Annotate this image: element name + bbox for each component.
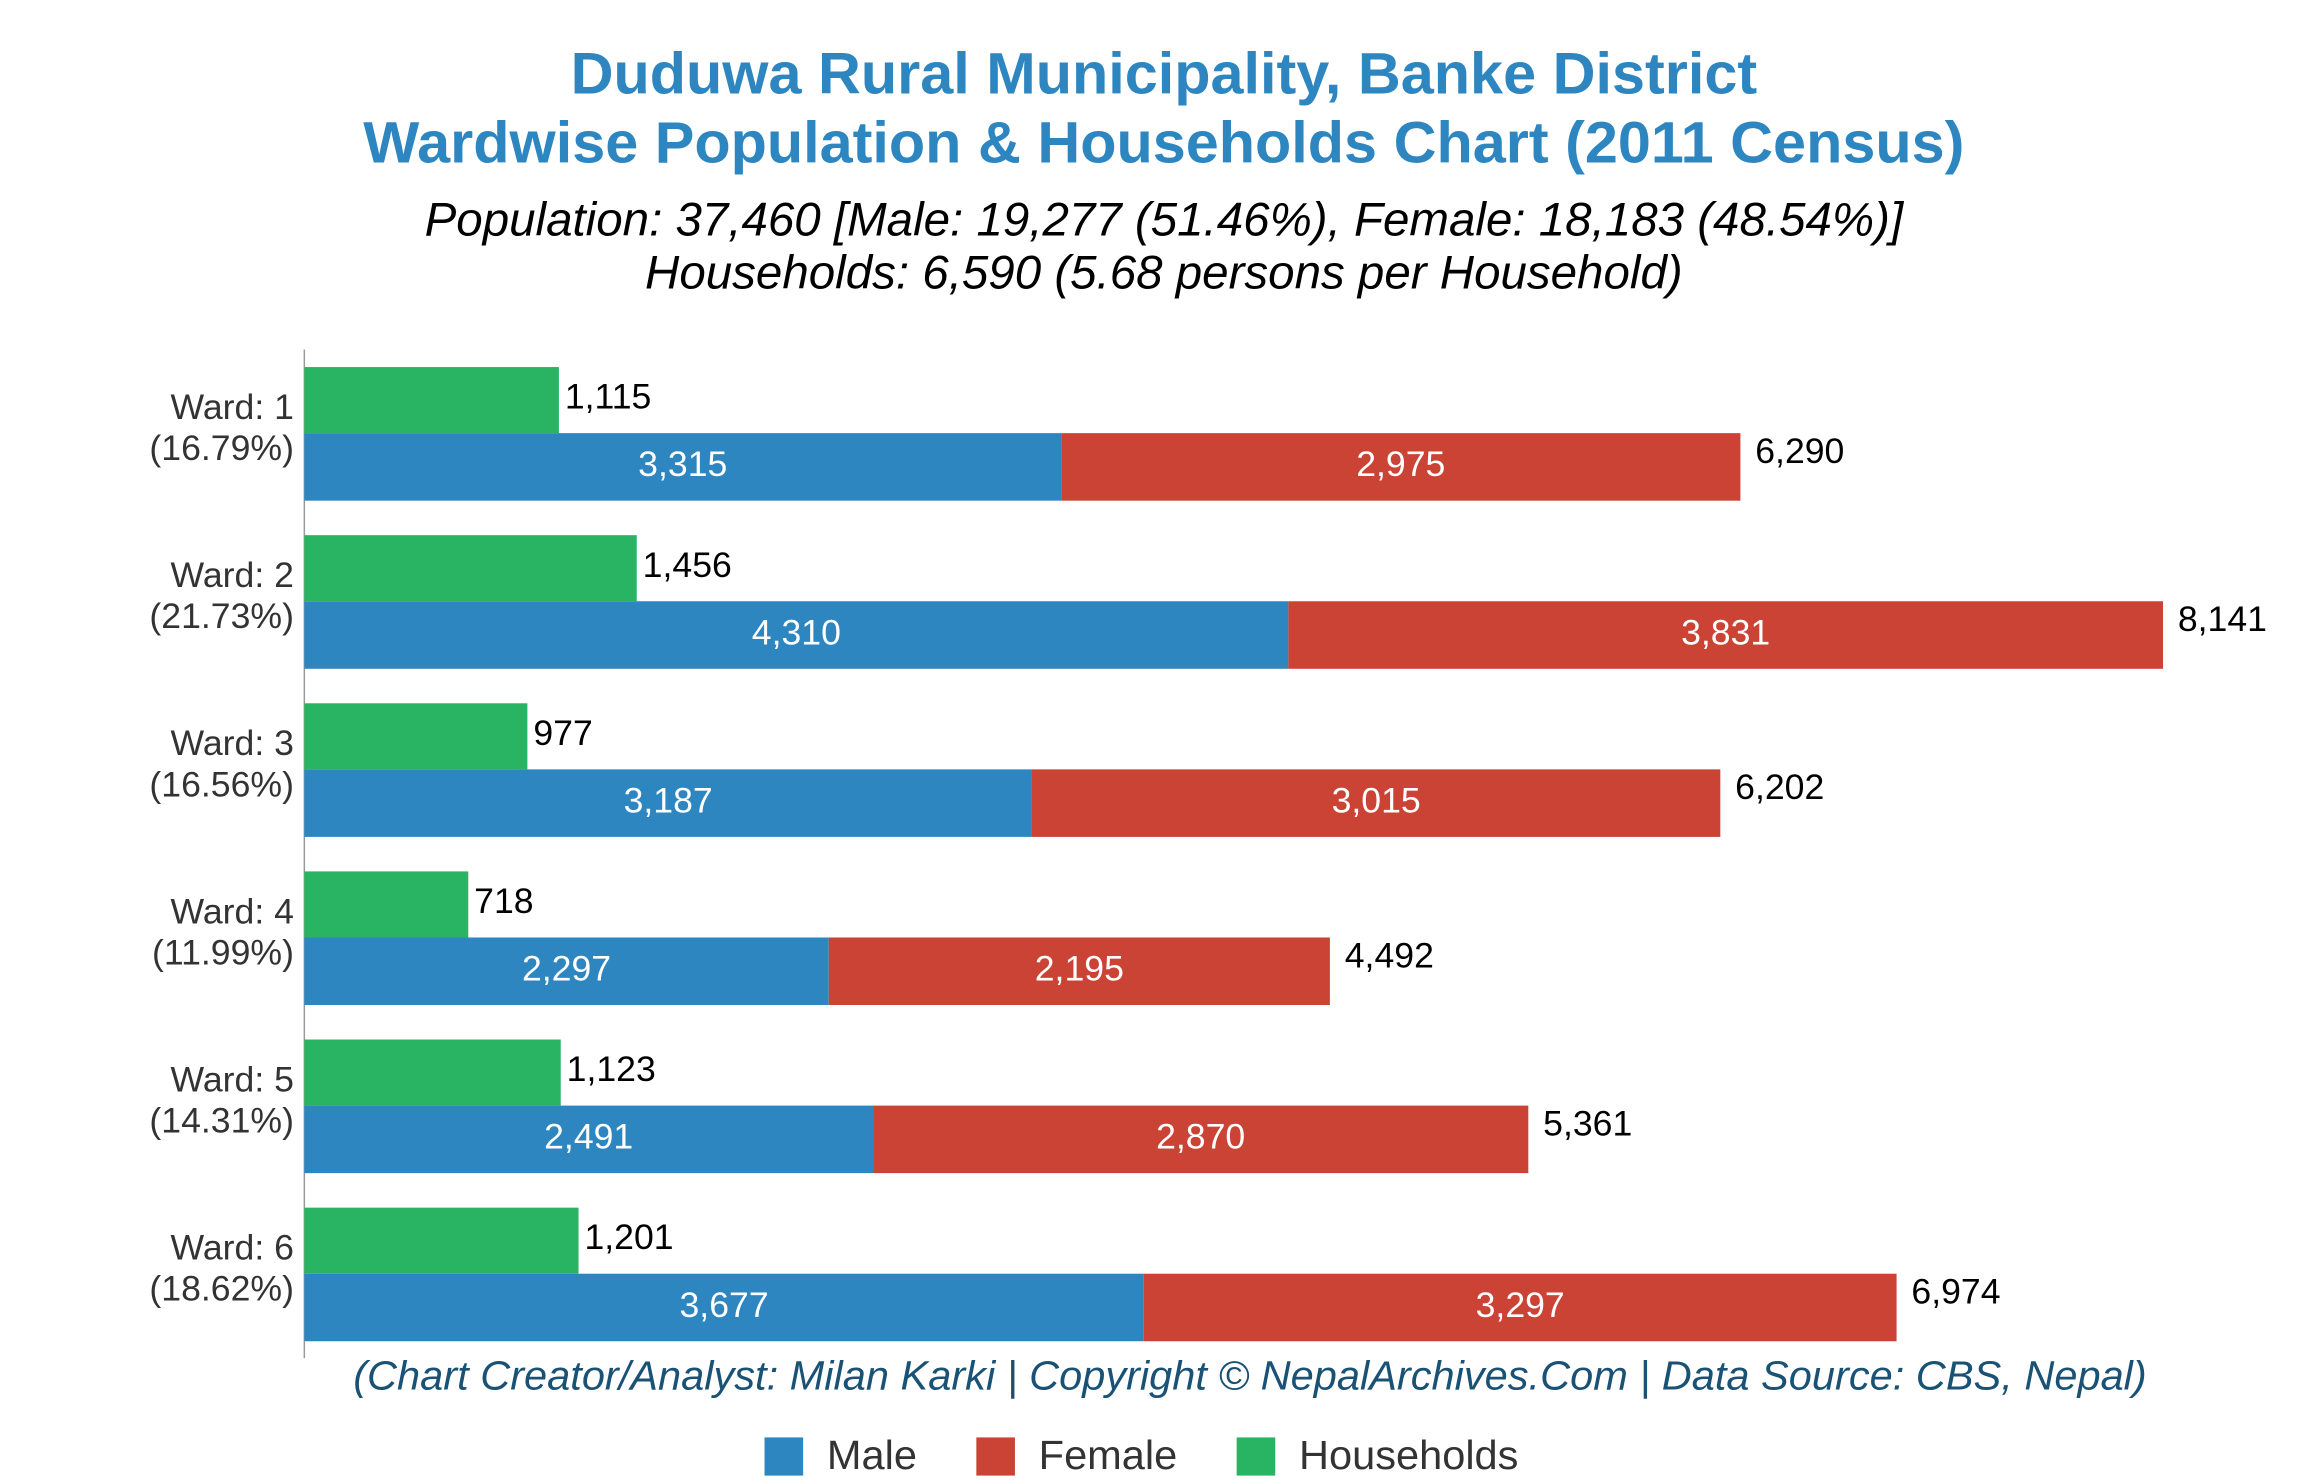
legend-label: Female [1039, 1432, 1178, 1478]
bar [1061, 433, 1741, 501]
data-label: 4,310 [752, 613, 841, 653]
y-tick-label: (16.79%) [149, 428, 294, 468]
chart-subtitle: Households: 6,590 (5.68 persons per Hous… [645, 247, 1683, 300]
chart-title: Wardwise Population & Households Chart (… [363, 110, 1964, 176]
data-label: 2,491 [544, 1117, 633, 1157]
data-label: 1,456 [643, 545, 732, 585]
total-label: 5,361 [1543, 1104, 1632, 1144]
bar [828, 937, 1330, 1006]
data-label: 2,975 [1356, 444, 1445, 484]
total-label: 8,141 [2178, 599, 2267, 639]
footer: (Chart Creator/Analyst: Milan Karki | Co… [353, 1353, 2147, 1399]
bar [873, 1105, 1529, 1174]
legend-label: Households [1299, 1432, 1518, 1478]
total-label: 6,290 [1755, 431, 1844, 471]
bar [1031, 769, 1721, 837]
bar [1143, 1273, 1897, 1342]
bar [304, 1105, 874, 1174]
bar [304, 1273, 1144, 1342]
y-tick-label: (16.56%) [149, 764, 294, 804]
legend-swatch [976, 1437, 1015, 1476]
data-label: 1,201 [584, 1217, 673, 1257]
bar [1288, 601, 2164, 669]
bar [304, 601, 1289, 669]
data-label: 977 [533, 713, 592, 753]
data-label: 3,297 [1476, 1285, 1565, 1325]
total-label: 6,974 [1911, 1272, 2000, 1312]
bar [304, 871, 469, 938]
data-label: 1,115 [565, 377, 651, 417]
bar [304, 703, 528, 770]
data-label: 3,315 [638, 444, 727, 484]
y-tick-label: Ward: 5 [171, 1060, 294, 1100]
y-tick-label: (21.73%) [149, 596, 294, 636]
y-tick-label: Ward: 6 [171, 1228, 294, 1268]
data-label: 3,187 [624, 781, 713, 821]
y-tick-label: Ward: 3 [171, 723, 294, 763]
legend-label: Male [827, 1432, 917, 1478]
y-tick-label: Ward: 1 [171, 387, 294, 427]
data-label: 3,015 [1332, 781, 1421, 821]
data-label: 3,677 [680, 1285, 769, 1325]
y-tick-label: Ward: 2 [171, 555, 294, 595]
bar [304, 535, 637, 602]
data-label: 2,195 [1035, 949, 1124, 989]
chart-subtitle: Population: 37,460 [Male: 19,277 (51.46%… [425, 194, 1905, 247]
bar [304, 1207, 579, 1274]
bar [304, 769, 1032, 837]
legend-swatch [764, 1437, 804, 1476]
y-tick-label: (18.62%) [149, 1269, 294, 1309]
bar [304, 433, 1062, 501]
data-label: 1,123 [567, 1049, 656, 1089]
y-tick-label: Ward: 4 [171, 891, 294, 931]
data-label: 3,831 [1681, 613, 1770, 653]
total-label: 6,202 [1735, 767, 1824, 807]
total-label: 4,492 [1345, 936, 1434, 976]
bar [304, 1039, 561, 1106]
y-tick-label: (14.31%) [149, 1101, 294, 1141]
bar [304, 937, 829, 1006]
data-label: 2,297 [522, 949, 611, 989]
legend-swatch [1236, 1437, 1276, 1476]
data-label: 718 [474, 881, 533, 921]
data-label: 2,870 [1156, 1117, 1245, 1157]
bar [304, 367, 559, 434]
y-tick-label: (11.99%) [152, 933, 294, 973]
chart-title: Duduwa Rural Municipality, Banke Distric… [571, 41, 1758, 107]
